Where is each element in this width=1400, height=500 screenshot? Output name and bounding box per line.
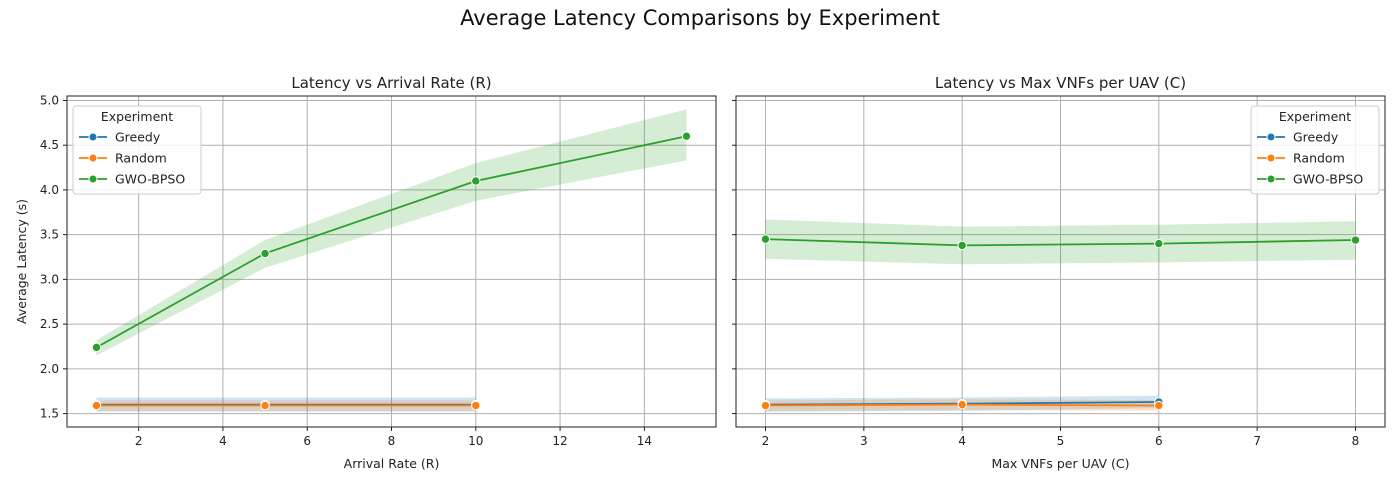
- y-tick-label: 1.5: [40, 407, 59, 421]
- x-tick-label: 8: [388, 434, 396, 448]
- x-tick-label: 3: [860, 434, 868, 448]
- x-axis-label: Max VNFs per UAV (C): [991, 456, 1129, 471]
- data-point-gwo-bpso: [91, 342, 102, 353]
- legend-swatch-marker: [1266, 174, 1276, 184]
- x-tick-label: 6: [1155, 434, 1163, 448]
- legend-box: [72, 105, 202, 195]
- data-point-gwo-bpso: [681, 131, 692, 141]
- data-point-random: [760, 400, 771, 411]
- legend-label: Random: [115, 151, 167, 166]
- data-point-gwo-bpso: [1154, 238, 1164, 249]
- x-tick-label: 12: [552, 434, 567, 448]
- legend-label: GWO-BPSO: [1293, 172, 1363, 187]
- ci-band-gwo-bpso: [96, 109, 687, 356]
- ci-band-gwo-bpso: [765, 219, 1356, 265]
- x-tick-label: 4: [958, 434, 966, 448]
- data-point-gwo-bpso: [1350, 235, 1361, 245]
- plot-area: [91, 109, 692, 412]
- x-tick-label: 8: [1352, 434, 1360, 448]
- y-tick-label: 5.0: [40, 93, 59, 107]
- x-axis-label: Arrival Rate (R): [344, 456, 440, 471]
- legend-swatch-marker: [88, 174, 98, 184]
- data-point-gwo-bpso: [957, 240, 967, 251]
- series-line-gwo-bpso: [765, 238, 1356, 247]
- x-tick-label: 14: [637, 434, 652, 448]
- chart-title: Latency vs Max VNFs per UAV (C): [935, 74, 1186, 92]
- legend-label: GWO-BPSO: [115, 172, 185, 187]
- figure-suptitle: Average Latency Comparisons by Experimen…: [460, 6, 940, 30]
- legend-label: Greedy: [1293, 130, 1339, 145]
- x-tick-label: 5: [1057, 434, 1065, 448]
- legend-title: Experiment: [1279, 109, 1351, 124]
- y-tick-label: 3.0: [40, 272, 59, 286]
- legend-title: Experiment: [101, 109, 173, 124]
- x-tick-label: 2: [135, 434, 143, 448]
- legend: Experiment Greedy Random GWO-BPSO: [1250, 105, 1380, 195]
- series-line-gwo-bpso: [96, 135, 687, 349]
- x-tick-label: 4: [219, 434, 227, 448]
- x-tick-label: 10: [468, 434, 483, 448]
- legend-label: Random: [1293, 151, 1345, 166]
- legend-swatch-marker: [1266, 153, 1276, 163]
- data-point-random: [91, 400, 102, 411]
- legend-swatch-marker: [88, 153, 98, 163]
- data-point-random: [957, 399, 967, 410]
- x-tick-label: 6: [303, 434, 311, 448]
- x-tick-label: 2: [762, 434, 770, 448]
- data-point-random: [471, 400, 481, 411]
- legend-label: Greedy: [115, 130, 161, 145]
- chart-panel-1: 2 4 6 8 10 12 14 1.5 2.0 2.5 3.0 3.5 4.0 4.5 5.0 Latenc…: [14, 74, 717, 471]
- plot-area: [760, 219, 1361, 412]
- legend-box: [1250, 105, 1380, 195]
- x-tick-label: 7: [1253, 434, 1261, 448]
- data-point-random: [260, 400, 270, 411]
- chart-title: Latency vs Arrival Rate (R): [291, 74, 491, 92]
- chart-panel-2: 2 3 4 5 6 7 8 Latency vs Max VNFs per UAV (C) Ma…: [732, 74, 1386, 471]
- legend-swatch-marker: [88, 132, 98, 142]
- y-tick-label: 2.5: [40, 317, 59, 331]
- y-tick-label: 4.5: [40, 138, 59, 152]
- data-point-random: [1154, 400, 1164, 411]
- y-tick-label: 3.5: [40, 228, 59, 242]
- y-axis-label: Average Latency (s): [14, 199, 29, 324]
- legend-swatch-marker: [1266, 132, 1276, 142]
- data-point-gwo-bpso: [471, 176, 481, 186]
- data-point-gwo-bpso: [260, 248, 270, 259]
- y-tick-label: 2.0: [40, 362, 59, 376]
- data-point-gwo-bpso: [760, 234, 771, 244]
- legend: Experiment Greedy Random GWO-BPSO: [72, 105, 202, 195]
- y-tick-label: 4.0: [40, 183, 59, 197]
